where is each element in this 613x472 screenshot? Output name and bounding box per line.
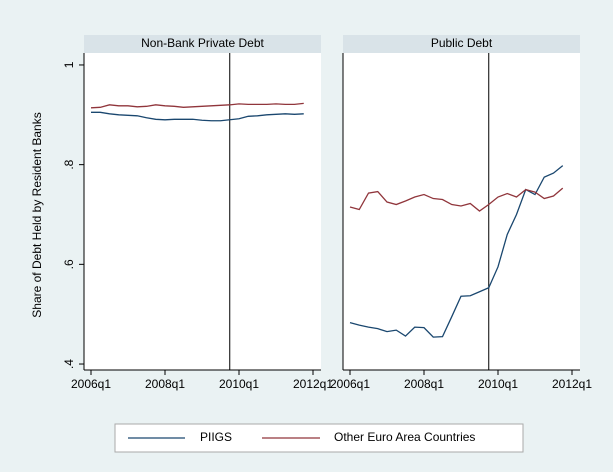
panel-title: Non-Bank Private Debt [141, 36, 264, 50]
x-tick-label: 2010q1 [219, 377, 259, 391]
legend-label: PIIGS [200, 430, 232, 444]
x-tick-label: 2008q1 [404, 377, 444, 391]
series-line [90, 102, 304, 109]
y-tick-label: .6 [62, 259, 76, 269]
plot-area [84, 53, 321, 370]
y-tick-label: .8 [62, 159, 76, 169]
series-line [349, 187, 564, 212]
y-tick-label: 1 [62, 61, 76, 68]
y-axis-title: Share of Debt Held by Resident Banks [30, 112, 44, 317]
x-tick-label: 2006q1 [330, 377, 370, 391]
panel-title: Public Debt [431, 36, 493, 50]
y-tick-label: .4 [62, 359, 76, 369]
series-line [91, 111, 304, 122]
plot-area [343, 53, 580, 370]
x-tick-label: 2012q1 [552, 377, 592, 391]
x-tick-label: 2008q1 [145, 377, 185, 391]
x-tick-label: 2010q1 [478, 377, 518, 391]
panel-header [84, 35, 321, 53]
x-tick-label: 2006q1 [71, 377, 111, 391]
panel-header [343, 35, 580, 53]
x-tick-label: 2012q1 [293, 377, 333, 391]
legend-label: Other Euro Area Countries [334, 430, 475, 444]
